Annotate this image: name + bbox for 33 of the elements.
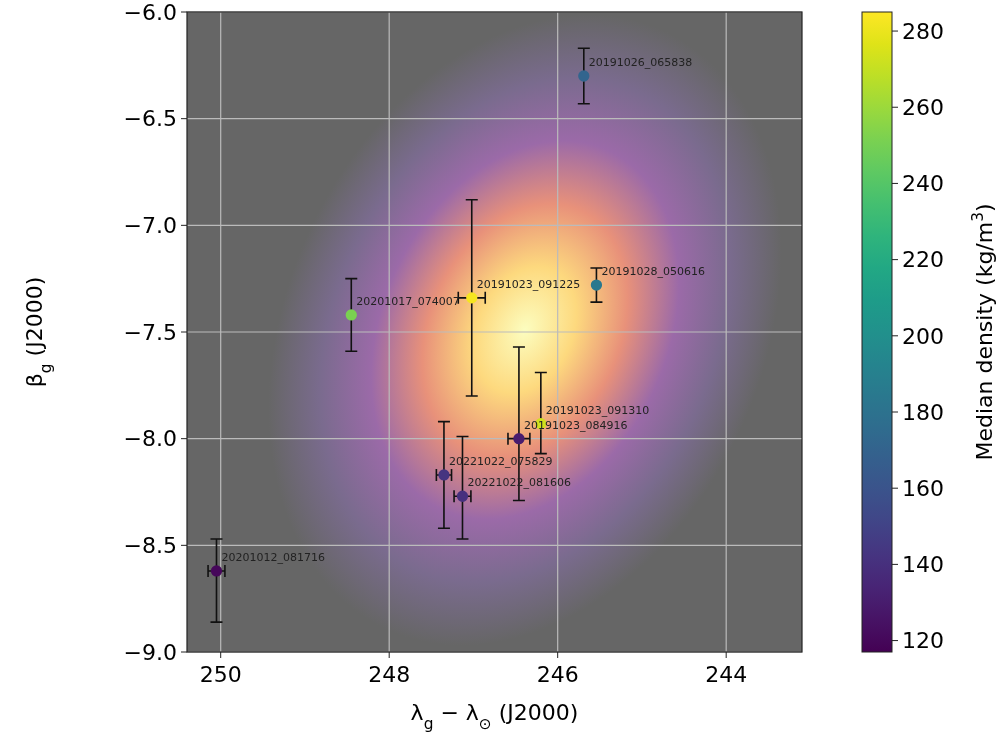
color-bar-label: 120 (902, 628, 944, 654)
x-tick-label: 250 (199, 662, 242, 687)
x-tick-label: 244 (705, 662, 748, 687)
color-bar-label: 260 (902, 94, 944, 120)
annotation: 20201017_074007 (356, 294, 460, 308)
point (466, 292, 478, 304)
color-bar-label: 200 (902, 323, 944, 349)
color-bar-label: 280 (902, 18, 944, 44)
color-bar-label: 140 (902, 552, 944, 578)
y-tick-label: −8.0 (123, 426, 177, 452)
color-bar-label: 220 (902, 247, 944, 273)
y-tick-label: −6.5 (123, 106, 177, 132)
y-tick-label: −9.0 (123, 639, 177, 665)
annotation: 20191028_050616 (601, 265, 705, 279)
color-bar-label: 160 (902, 475, 944, 501)
y-tick-label: −7.0 (123, 213, 177, 239)
x-tick-label: 246 (536, 662, 579, 687)
annotation: 20191026_065838 (588, 56, 693, 69)
annotation: 20191023_084916 (523, 418, 628, 432)
annotation: 20191023_091310 (545, 403, 650, 417)
point (513, 433, 525, 445)
y-tick-label: −8.5 (123, 533, 177, 559)
y-tick-label: −7.5 (123, 319, 177, 345)
color-bar-label: 180 (902, 399, 944, 425)
point (578, 70, 590, 82)
x-axis-title: λ$_{g}$ − λ$_{⊙}$ (J2000) (410, 700, 579, 733)
annotation: 20201012_081716 (221, 550, 325, 564)
y-tick-label: −6.0 (123, 0, 177, 25)
annotation: 20191023_091225 (476, 277, 581, 291)
color-bar-label: 240 (902, 171, 944, 197)
x-tick-label: 248 (368, 662, 411, 687)
point (345, 309, 357, 321)
point (590, 279, 603, 291)
